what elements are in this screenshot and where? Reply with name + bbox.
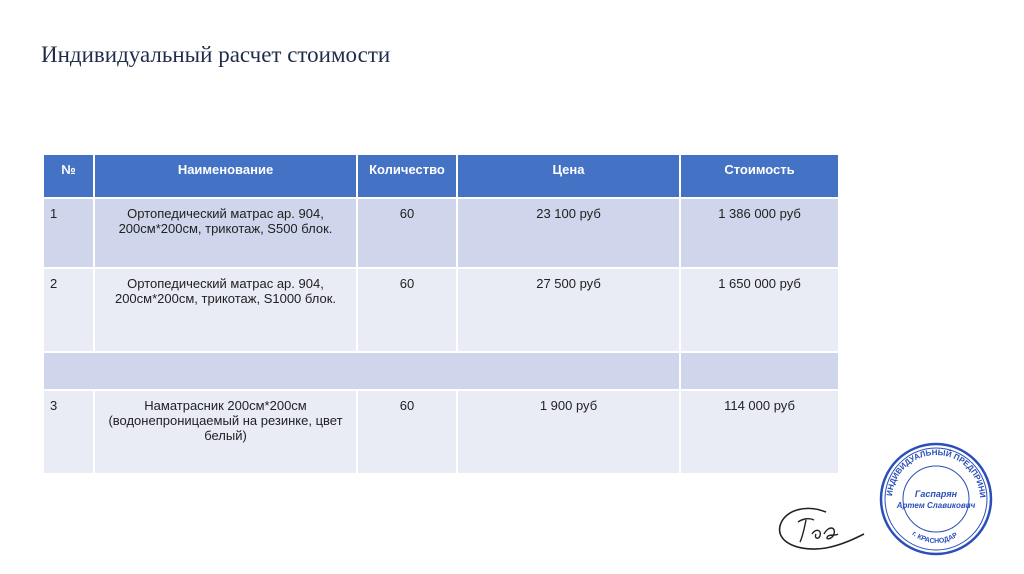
svg-text:Гаспарян: Гаспарян bbox=[915, 489, 958, 499]
svg-text:г. КРАСНОДАР: г. КРАСНОДАР bbox=[911, 530, 960, 545]
header-name: Наименование bbox=[95, 155, 356, 197]
header-total: Стоимость bbox=[681, 155, 838, 197]
table-row: 3 Наматрасник 200см*200см (водонепроница… bbox=[44, 391, 838, 473]
cost-table: № Наименование Количество Цена Стоимость… bbox=[42, 153, 840, 475]
cell-name: Ортопедический матрас ар. 904, 200см*200… bbox=[95, 199, 356, 267]
header-quantity: Количество bbox=[358, 155, 456, 197]
cell-quantity: 60 bbox=[358, 199, 456, 267]
cell-number: 3 bbox=[44, 391, 93, 473]
cell-total: 1 386 000 руб bbox=[681, 199, 838, 267]
svg-text:Артем Славикович: Артем Славикович bbox=[896, 501, 976, 510]
cell-number: 1 bbox=[44, 199, 93, 267]
empty-row bbox=[44, 353, 838, 389]
cell-name: Ортопедический матрас ар. 904, 200см*200… bbox=[95, 269, 356, 351]
cell-price: 23 100 руб bbox=[458, 199, 679, 267]
stamp-image: ИНДИВИДУАЛЬНЫЙ ПРЕДПРИНИМАТЕЛЬ г. КРАСНО… bbox=[876, 441, 993, 556]
page-title: Индивидуальный расчет стоимости bbox=[41, 42, 391, 67]
table-row: 2 Ортопедический матрас ар. 904, 200см*2… bbox=[44, 269, 838, 351]
signature-image bbox=[778, 507, 865, 550]
empty-cell bbox=[44, 353, 679, 389]
empty-cell bbox=[681, 353, 838, 389]
cell-price: 1 900 руб bbox=[458, 391, 679, 473]
header-number: № bbox=[44, 155, 93, 197]
table-header-row: № Наименование Количество Цена Стоимость bbox=[44, 155, 838, 197]
cell-quantity: 60 bbox=[358, 269, 456, 351]
cell-price: 27 500 руб bbox=[458, 269, 679, 351]
cell-number: 2 bbox=[44, 269, 93, 351]
cell-total: 1 650 000 руб bbox=[681, 269, 838, 351]
cell-total: 114 000 руб bbox=[681, 391, 838, 473]
cell-name: Наматрасник 200см*200см (водонепроницаем… bbox=[95, 391, 356, 473]
cell-quantity: 60 bbox=[358, 391, 456, 473]
header-price: Цена bbox=[458, 155, 679, 197]
table-row: 1 Ортопедический матрас ар. 904, 200см*2… bbox=[44, 199, 838, 267]
